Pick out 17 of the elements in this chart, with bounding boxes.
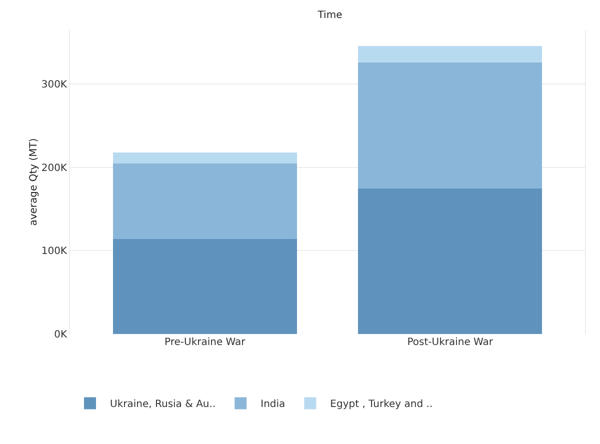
x-tick-label: Pre-Ukraine War: [164, 337, 246, 348]
bar: [112, 239, 297, 334]
bar: [112, 163, 297, 240]
bar: [112, 152, 297, 164]
bar: [358, 62, 542, 188]
legend-label: India: [260, 399, 286, 410]
legend-label: Egypt , Turkey and ..: [330, 399, 433, 410]
y-tick-label: 100K: [41, 246, 68, 258]
y-axis-title: average Qty (MT): [28, 138, 40, 226]
y-tick-label: 300K: [41, 80, 68, 91]
y-tick-label: 200K: [41, 162, 68, 174]
x-tick-label: Post-Ukraine War: [407, 337, 494, 348]
y-tick-label: 0K: [54, 330, 68, 340]
chart-title: Time: [316, 10, 342, 22]
legend-label: Ukraine, Rusia & Au..: [110, 399, 216, 410]
bar: [358, 188, 542, 334]
bar: [358, 46, 542, 62]
